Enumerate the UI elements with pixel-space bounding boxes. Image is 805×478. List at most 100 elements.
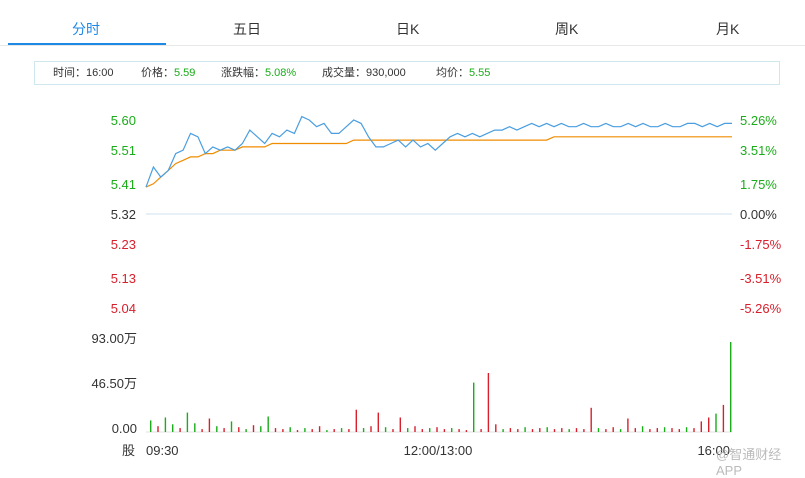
volume-bar xyxy=(384,427,387,432)
volume-bar xyxy=(495,424,497,432)
tab-monthly-k[interactable]: 月K xyxy=(716,21,740,37)
volume-bar xyxy=(730,342,732,432)
watermark: @智通财经APP xyxy=(716,447,782,478)
volume-bar xyxy=(311,429,313,432)
volume-bar xyxy=(590,407,592,432)
volume-bar xyxy=(641,426,644,432)
percent-tick-label: 5.26% xyxy=(740,113,777,128)
volume-bar xyxy=(715,413,717,432)
volume-bar xyxy=(429,428,431,432)
volume-bar xyxy=(238,427,240,432)
volume-bar xyxy=(575,428,578,432)
volume-bar xyxy=(685,427,688,432)
volume-info: 成交量：930,000 xyxy=(322,62,406,84)
volume-bar xyxy=(531,429,534,432)
volume-bar xyxy=(318,426,321,432)
volume-bar xyxy=(326,430,328,432)
volume-bar xyxy=(164,417,167,432)
volume-bar xyxy=(370,426,372,432)
active-tab-indicator xyxy=(8,43,166,45)
price-tick-label: 5.23 xyxy=(111,237,136,252)
volume-bar xyxy=(230,421,233,432)
price-tick-label: 5.13 xyxy=(111,271,136,286)
percent-tick-label: -5.26% xyxy=(740,301,782,316)
volume-bar xyxy=(509,428,512,432)
volume-bar xyxy=(348,429,350,432)
change-value: 5.08% xyxy=(265,67,297,79)
price-tick-label: 5.51 xyxy=(111,143,136,158)
volume-bar xyxy=(399,417,401,432)
x-tick-label: 12:00/13:00 xyxy=(404,443,473,458)
volume-tick-label: 46.50万 xyxy=(91,376,137,391)
price-tick-label: 5.04 xyxy=(111,301,136,316)
volume-bar xyxy=(252,425,255,432)
volume-bar xyxy=(340,428,343,432)
volume-bar xyxy=(480,429,482,432)
volume-bar xyxy=(517,429,519,432)
volume-bar xyxy=(700,421,702,432)
volume-value: 930,000 xyxy=(366,67,406,79)
volume-bar xyxy=(208,418,211,432)
volume-bar xyxy=(458,429,460,432)
volume-bar xyxy=(407,428,409,432)
volume-bar xyxy=(722,404,725,432)
tab-daily-k[interactable]: 日K xyxy=(396,21,420,37)
volume-bar xyxy=(443,429,446,432)
change-label: 涨跌幅： xyxy=(221,67,265,79)
x-tick-label: 09:30 xyxy=(146,443,179,458)
volume-bar xyxy=(194,423,196,432)
volume-bar xyxy=(216,426,218,432)
avg-price-info: 均价：5.55 xyxy=(436,62,490,84)
volume-bar xyxy=(392,429,394,432)
avg-price-line xyxy=(145,136,732,188)
volume-bar xyxy=(289,427,291,432)
volume-bar xyxy=(568,429,570,432)
volume-bar xyxy=(172,424,174,432)
volume-bar xyxy=(473,382,475,432)
volume-bar xyxy=(627,418,629,432)
volume-bar xyxy=(157,426,159,432)
avg-value: 5.55 xyxy=(469,67,491,79)
price-label: 价格： xyxy=(141,67,174,79)
volume-bar xyxy=(583,429,585,432)
volume-bar xyxy=(436,427,438,432)
tabs-divider xyxy=(0,45,805,46)
quote-info-bar: 时间：16:00 价格：5.59 涨跌幅：5.08% 成交量：930,000 均… xyxy=(34,61,780,85)
volume-bar xyxy=(693,428,695,432)
volume-bar xyxy=(296,430,299,432)
price-tick-label: 5.41 xyxy=(111,177,136,192)
volume-bar xyxy=(634,428,636,432)
volume-bar xyxy=(274,428,277,432)
volume-bar xyxy=(553,429,556,432)
price-line xyxy=(145,115,732,188)
volume-bar xyxy=(414,426,416,432)
volume-bar xyxy=(612,427,614,432)
volume-bar xyxy=(451,428,453,432)
volume-bar xyxy=(465,430,468,432)
volume-bar xyxy=(619,429,622,432)
change-info: 涨跌幅：5.08% xyxy=(221,62,296,84)
volume-bar xyxy=(597,428,600,432)
x-tick-label: 16:00 xyxy=(697,443,730,458)
percent-tick-label: 0.00% xyxy=(740,207,777,222)
volume-bar xyxy=(186,412,189,432)
volume-bar xyxy=(245,429,247,432)
tab-five-day[interactable]: 五日 xyxy=(233,21,261,37)
volume-tick-label: 0.00 xyxy=(112,421,137,436)
tab-weekly-k[interactable]: 周K xyxy=(555,21,579,37)
volume-bar xyxy=(201,429,203,432)
percent-tick-label: -1.75% xyxy=(740,237,782,252)
time-info: 时间：16:00 xyxy=(53,62,114,84)
percent-tick-label: 1.75% xyxy=(740,177,777,192)
volume-bar xyxy=(421,429,423,432)
volume-tick-label: 93.00万 xyxy=(91,331,137,346)
time-label: 时间： xyxy=(53,67,86,79)
volume-bar xyxy=(267,416,269,432)
volume-bar xyxy=(150,420,152,432)
volume-unit-label: 股 xyxy=(122,443,135,458)
volume-bar xyxy=(377,412,379,432)
volume-bar xyxy=(708,417,710,432)
volume-bar xyxy=(524,427,526,432)
tab-intraday[interactable]: 分时 xyxy=(72,21,100,37)
